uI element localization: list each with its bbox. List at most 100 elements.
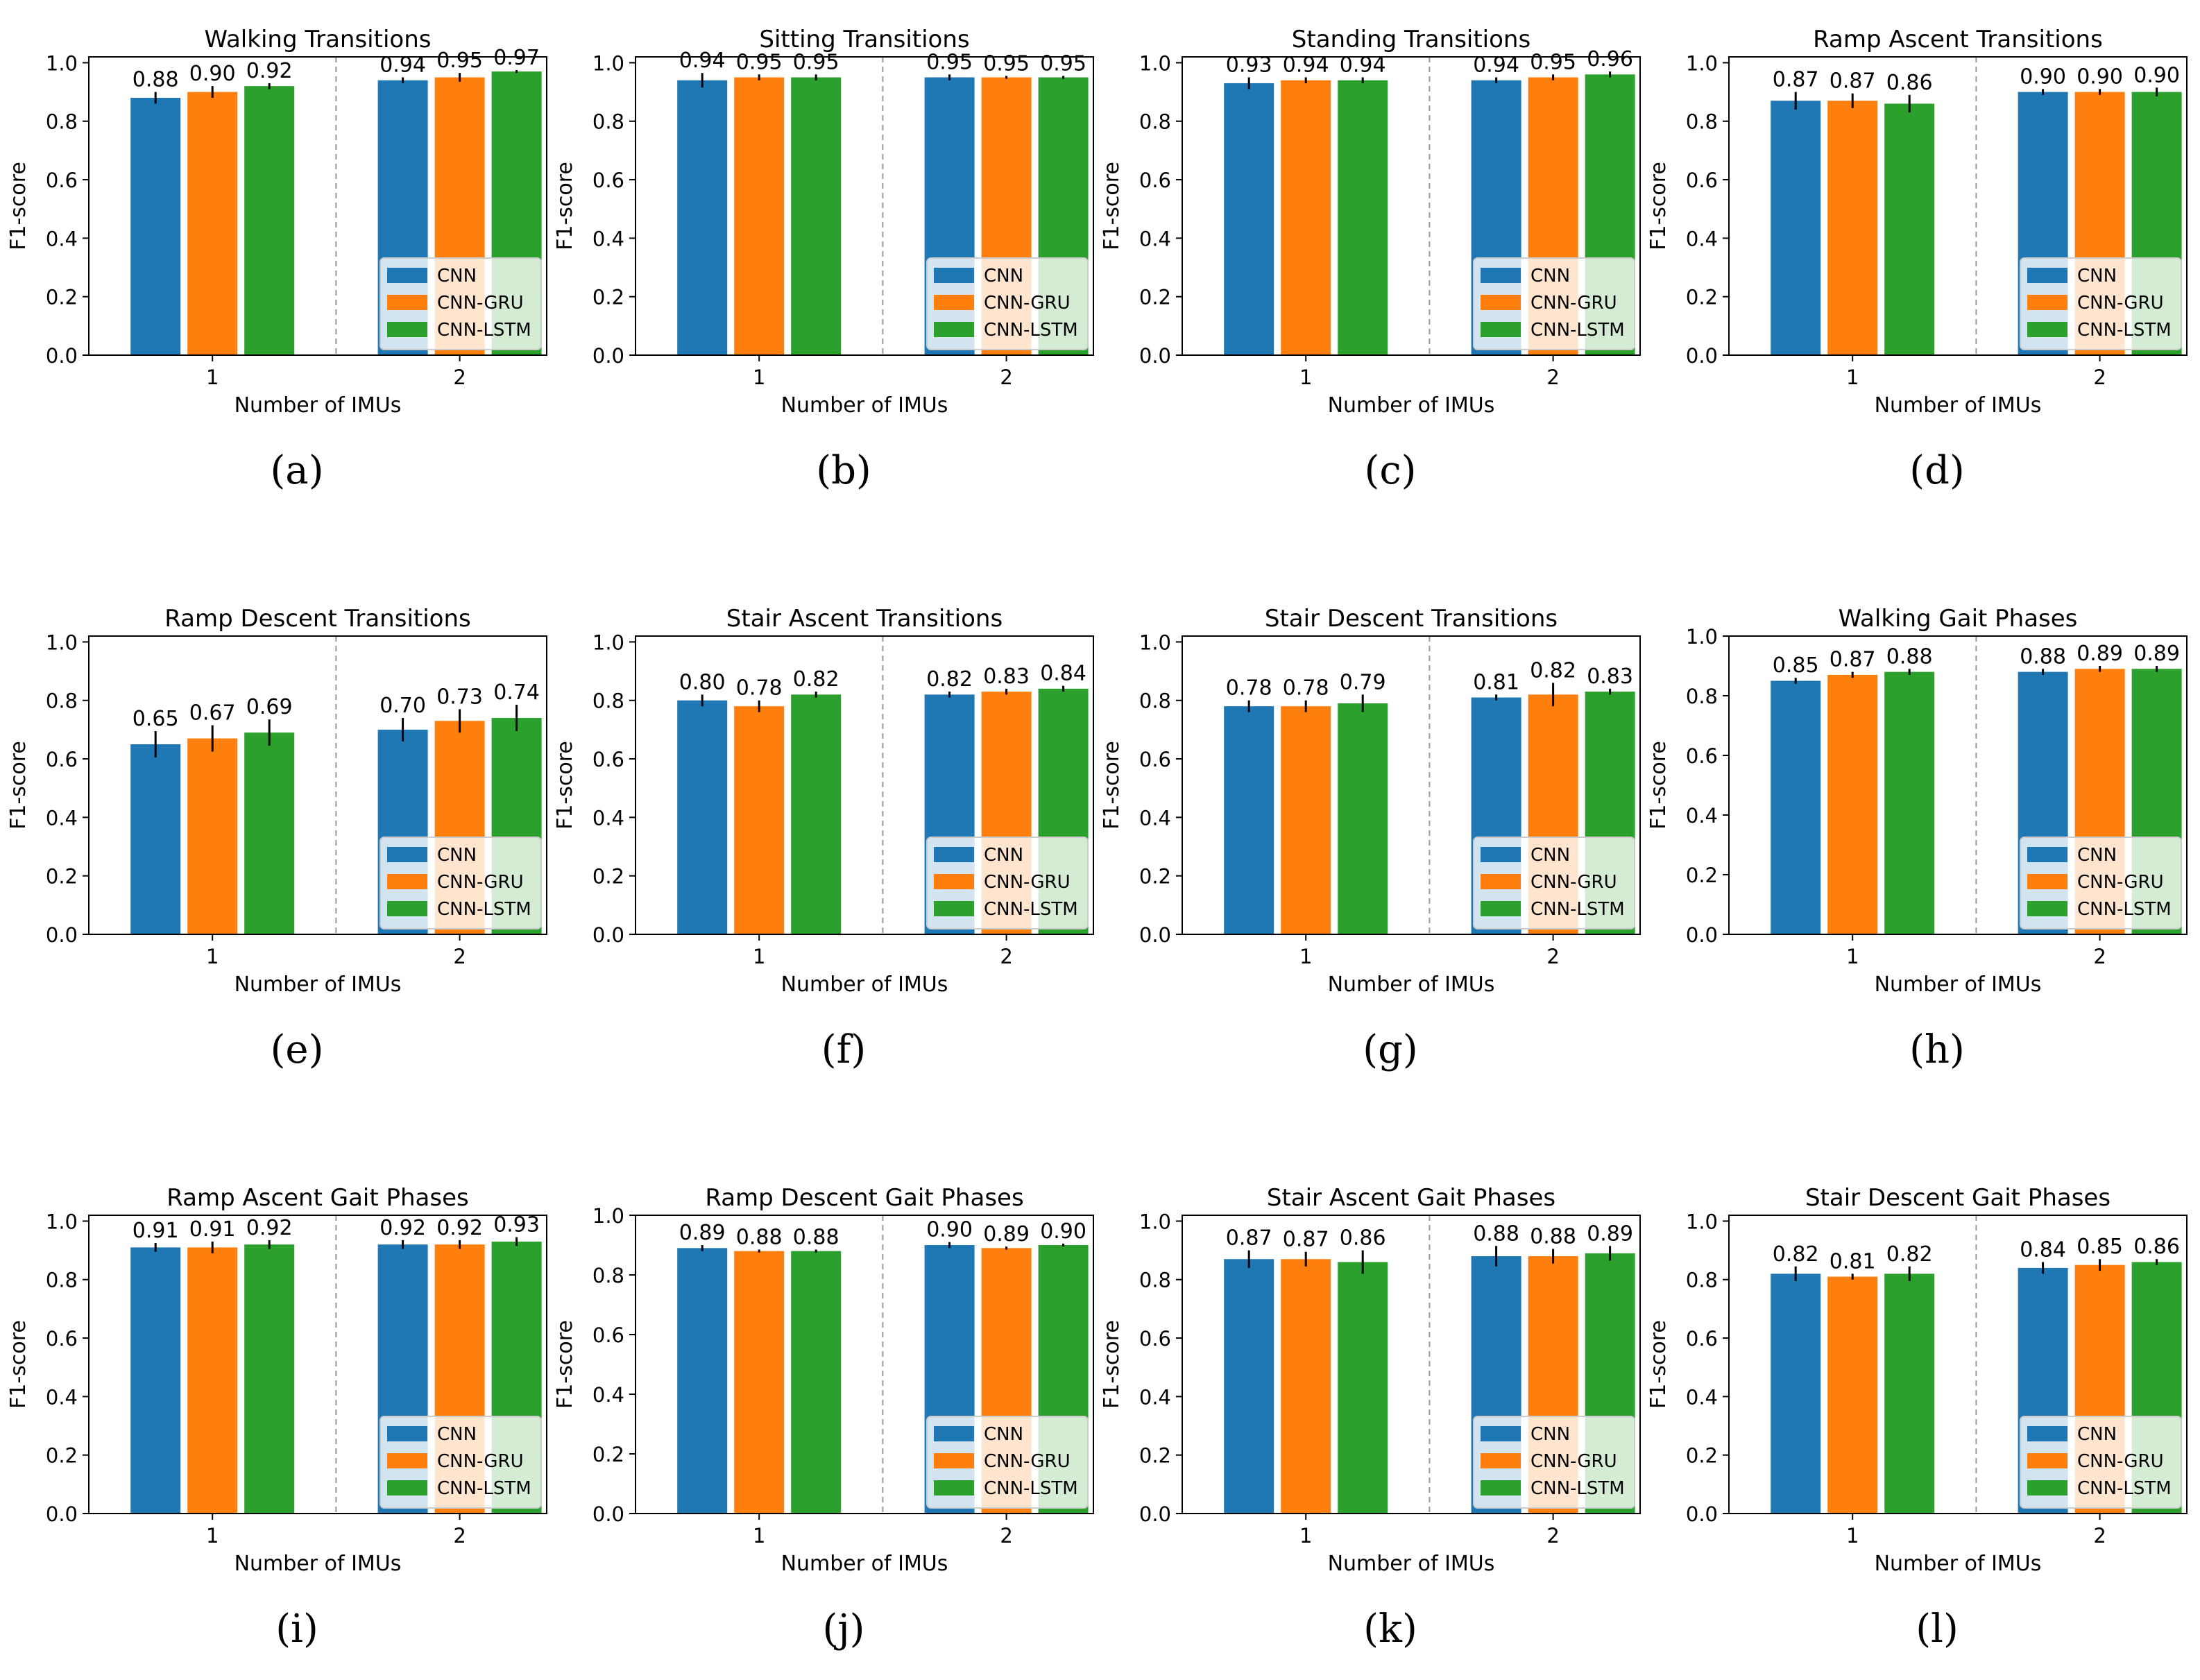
data-label: 0.83 (983, 665, 1030, 689)
bar (677, 700, 728, 934)
y-tick-label: 0.2 (46, 1444, 78, 1468)
x-tick-label: 2 (1000, 945, 1012, 968)
legend: CNN CNN-GRU CNN-LSTM (926, 257, 1089, 350)
data-label: 0.95 (983, 51, 1030, 76)
y-tick-label: 0.8 (592, 689, 624, 713)
legend: CNN CNN-GRU CNN-LSTM (380, 837, 542, 929)
data-label: 0.67 (189, 701, 236, 726)
y-axis: 0.0 0.2 0.4 0.6 0.8 1.0 (1139, 1210, 1182, 1526)
plot-frame (1182, 1215, 1641, 1514)
y-axis-label: F1-score (553, 741, 577, 830)
legend: CNN CNN-GRU CNN-LSTM (926, 837, 1089, 929)
panel-label: (c) (1364, 448, 1416, 493)
y-axis-label: F1-score (1646, 162, 1671, 250)
panel-label: (i) (275, 1606, 318, 1652)
y-tick-label: 0.0 (46, 923, 78, 947)
chart-panel: Ramp Ascent Transitions 0.0 0.2 0.4 0.6 0.8 1.… (1646, 26, 2188, 493)
y-tick-label: 0.6 (1686, 169, 1718, 192)
y-tick-label: 0.0 (1686, 344, 1718, 368)
data-label: 0.90 (2133, 63, 2180, 87)
y-axis: 0.0 0.2 0.4 0.6 0.8 1.0 (1139, 631, 1182, 947)
y-tick-label: 0.8 (1139, 1269, 1171, 1292)
data-label: 0.89 (983, 1222, 1030, 1246)
data-label: 0.87 (1226, 1226, 1272, 1251)
x-axis-label: Number of IMUs (235, 972, 402, 997)
data-label: 0.83 (1587, 665, 1633, 689)
x-tick-label: 1 (753, 945, 765, 968)
legend-label: CNN-LSTM (1530, 1478, 1625, 1499)
x-axis-label: Number of IMUs (1328, 972, 1495, 997)
y-tick-label: 0.4 (46, 227, 78, 250)
plot-frame (88, 56, 547, 356)
legend-swatch (387, 268, 427, 283)
legend-label: CNN-GRU (1530, 293, 1617, 314)
y-tick-label: 0.4 (1139, 227, 1171, 250)
panel-label: (j) (822, 1606, 864, 1652)
bar (130, 98, 181, 356)
y-tick-label: 0.4 (1686, 1385, 1718, 1409)
x-axis-label: Number of IMUs (781, 1552, 948, 1576)
legend-label: CNN-LSTM (2077, 899, 2172, 920)
data-label: 0.89 (679, 1221, 726, 1245)
y-tick-label: 0.4 (1686, 227, 1718, 250)
legend-swatch (934, 847, 974, 862)
data-label: 0.88 (736, 1225, 783, 1249)
panel-label: (f) (821, 1027, 866, 1072)
y-axis-label: F1-score (1100, 1320, 1124, 1409)
data-label: 0.87 (1830, 69, 1876, 94)
bar (1771, 1274, 1821, 1514)
y-tick-label: 0.2 (1139, 1444, 1171, 1468)
legend-label: CNN (2077, 266, 2117, 286)
data-label: 0.96 (1587, 47, 1633, 71)
legend-label: CNN (1530, 1424, 1570, 1445)
data-label: 0.79 (1340, 670, 1386, 694)
chart-panel: Stair Ascent Gait Phases 0.0 0.2 0.4 0.6 0.8 1… (1100, 1184, 1641, 1652)
y-tick-label: 0.4 (592, 806, 624, 830)
plot-frame (1728, 635, 2188, 935)
panel-label: (d) (1909, 448, 1965, 493)
data-label: 0.92 (246, 1216, 293, 1240)
y-tick-label: 0.2 (46, 286, 78, 309)
x-tick-label: 2 (453, 1524, 466, 1548)
legend-label: CNN-GRU (2077, 872, 2164, 893)
legend-swatch (387, 1453, 427, 1468)
y-tick-label: 0.8 (592, 110, 624, 134)
y-axis-label: F1-score (553, 1320, 577, 1409)
y-tick-label: 1.0 (592, 1204, 624, 1228)
y-tick-label: 0.2 (592, 1443, 624, 1466)
y-tick-label: 0.6 (46, 169, 78, 192)
legend-swatch (387, 1480, 427, 1495)
panel-label: (a) (270, 448, 323, 493)
bar (1338, 703, 1388, 934)
data-label: 0.82 (1773, 1242, 1819, 1267)
y-tick-label: 0.6 (46, 1327, 78, 1351)
bar (1224, 83, 1274, 356)
data-label: 0.74 (493, 680, 540, 705)
y-axis-label: F1-score (6, 1320, 31, 1409)
y-axis: 0.0 0.2 0.4 0.6 0.8 1.0 (1686, 1210, 1729, 1526)
legend-label: CNN-LSTM (2077, 320, 2172, 341)
chart-title: Ramp Descent Transitions (164, 605, 470, 633)
legend-swatch (934, 1453, 974, 1468)
y-axis: 0.0 0.2 0.4 0.6 0.8 1.0 (1686, 51, 1729, 368)
bar (1281, 80, 1331, 355)
x-axis-label: Number of IMUs (781, 393, 948, 418)
y-tick-label: 0.6 (1139, 1327, 1171, 1351)
y-tick-label: 0.6 (46, 748, 78, 771)
data-label: 0.92 (380, 1216, 426, 1240)
y-axis: 0.0 0.2 0.4 0.6 0.8 1.0 (1686, 625, 1729, 947)
y-tick-label: 0.8 (592, 1264, 624, 1287)
y-axis: 0.0 0.2 0.4 0.6 0.8 1.0 (592, 51, 636, 368)
bar (187, 738, 238, 934)
legend-label: CNN-GRU (437, 1451, 524, 1472)
data-label: 0.85 (1773, 653, 1819, 678)
data-label: 0.84 (2020, 1237, 2066, 1262)
data-label: 0.87 (1773, 68, 1819, 92)
x-tick-label: 2 (453, 945, 466, 968)
legend: CNN CNN-GRU CNN-LSTM (2020, 257, 2182, 350)
y-tick-label: 0.0 (1139, 344, 1171, 368)
chart-panel: Walking Gait Phases 0.0 0.2 0.4 0.6 0.8 1.0 F1-… (1646, 605, 2188, 1072)
legend-label: CNN-GRU (984, 1451, 1071, 1472)
